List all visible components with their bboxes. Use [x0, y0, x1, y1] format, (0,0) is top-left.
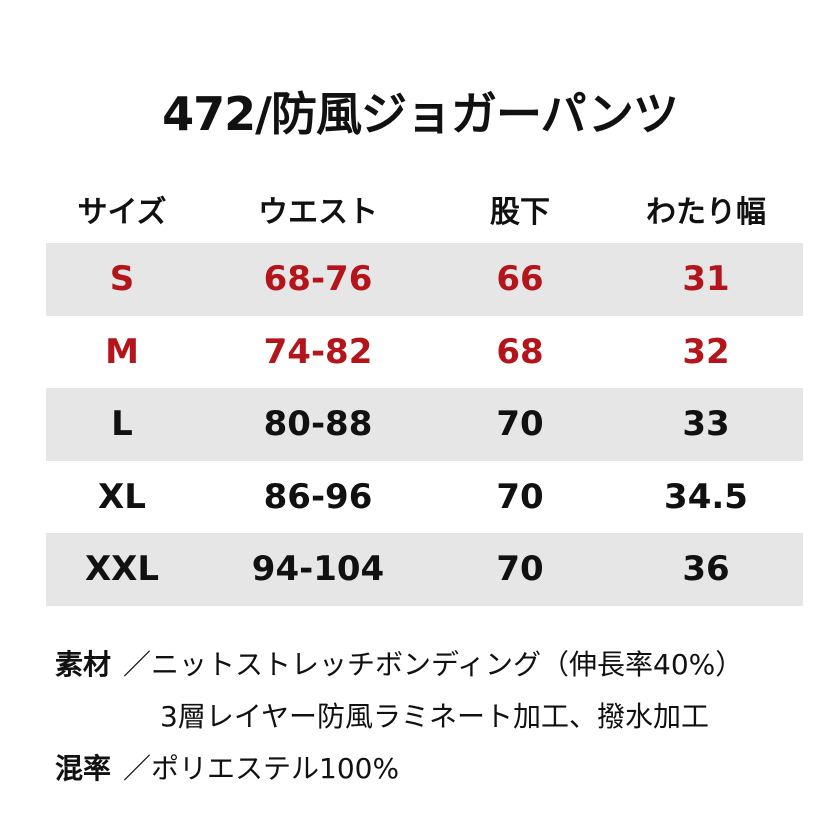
- header-cell: 股下: [490, 195, 550, 230]
- note-line: 素材 ／ニットストレッチボンディング（伸長率40%）: [55, 643, 743, 695]
- notes: 素材 ／ニットストレッチボンディング（伸長率40%） 3層レイヤー防風ラミネート加工…: [55, 643, 743, 799]
- table-cell: 33: [682, 404, 730, 445]
- table-cell: 36: [682, 549, 730, 590]
- table-row: M 74-82 68 32: [46, 316, 803, 389]
- table-cell: 31: [682, 259, 730, 300]
- table-cell: 68: [496, 331, 544, 372]
- table-row: XXL 94-104 70 36: [46, 533, 803, 606]
- header-row: サイズ ウエスト 股下 わたり幅: [46, 175, 803, 243]
- note-line: 3層レイヤー防風ラミネート加工、撥水加工: [55, 695, 743, 747]
- table-cell: XL: [98, 476, 146, 517]
- table-cell: 94-104: [251, 549, 385, 590]
- table-cell: S: [109, 259, 135, 300]
- header-cell: ウエスト: [258, 195, 378, 230]
- table-cell: 70: [496, 404, 544, 445]
- table-cell: L: [111, 404, 133, 445]
- table-row: S 68-76 66 31: [46, 243, 803, 316]
- table-cell: 74-82: [263, 331, 373, 372]
- note-label: 素材: [55, 648, 112, 681]
- note-text: 3層レイヤー防風ラミネート加工、撥水加工: [160, 700, 709, 733]
- header-cell: わたり幅: [646, 195, 766, 230]
- table-cell: 80-88: [263, 404, 373, 445]
- table-cell: 68-76: [263, 259, 373, 300]
- table-cell: XXL: [84, 549, 160, 590]
- header-cell: サイズ: [77, 195, 167, 230]
- table-row: L 80-88 70 33: [46, 388, 803, 461]
- note-text: ／ニットストレッチボンディング（伸長率40%）: [123, 648, 744, 681]
- note-label: 混率: [55, 752, 112, 785]
- table-cell: 70: [496, 476, 544, 517]
- table-row: XL 86-96 70 34.5: [46, 461, 803, 534]
- title: 472/防風ジョガーパンツ: [162, 87, 679, 141]
- table-cell: 66: [496, 259, 544, 300]
- note-line: 混率 ／ポリエステル100%: [55, 747, 743, 799]
- size-table: サイズ ウエスト 股下 わたり幅 S 68-76 66 31 M 74-82 68 32 L 80-88 7…: [46, 175, 803, 606]
- table-cell: M: [105, 331, 139, 372]
- table-cell: 32: [682, 331, 730, 372]
- table-cell: 70: [496, 549, 544, 590]
- table-cell: 34.5: [664, 476, 748, 517]
- table-cell: 86-96: [263, 476, 373, 517]
- note-text: ／ポリエステル100%: [123, 752, 400, 785]
